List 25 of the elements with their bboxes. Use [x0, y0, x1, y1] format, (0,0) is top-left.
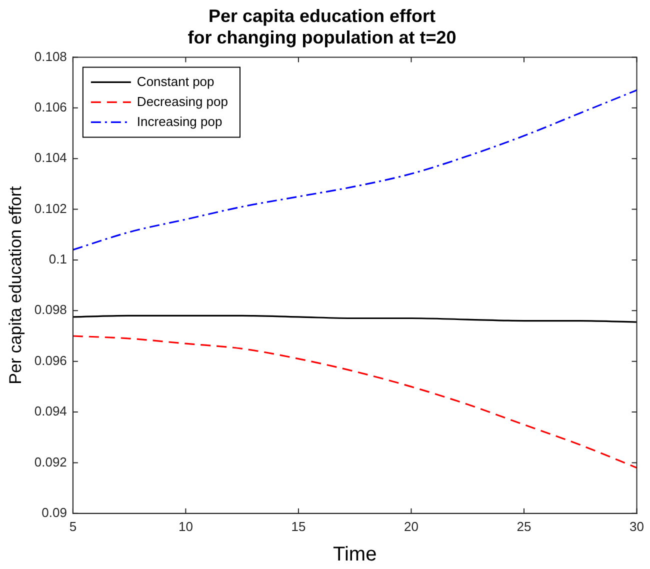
x-axis-title: Time: [333, 544, 377, 566]
legend-label: Increasing pop: [136, 114, 222, 129]
y-tick-label: 0.106: [34, 99, 67, 114]
y-tick-label: 0.104: [34, 150, 67, 166]
y-axis-title: Per capita education effort: [6, 186, 25, 384]
x-tick-label: 5: [69, 518, 77, 534]
y-tick-label: 0.09: [42, 504, 67, 520]
x-tick-label: 30: [630, 518, 644, 534]
x-tick-label: 10: [178, 518, 193, 534]
y-tick-label: 0.094: [34, 404, 67, 419]
y-tick-label: 0.108: [34, 48, 67, 64]
y-tick-label: 0.102: [34, 200, 67, 216]
chart-title: Per capita education effort for changing population at t=20: [188, 6, 456, 48]
y-tick-label: 0.098: [34, 302, 67, 318]
line-series: [72, 314, 637, 323]
y-tick-label: 0.1: [48, 252, 67, 267]
line-series: [72, 89, 637, 251]
legend-label: Decreasing pop: [136, 94, 228, 109]
y-tick-label: 0.092: [34, 454, 67, 470]
line-series: [72, 335, 637, 469]
y-tick-label: 0.096: [34, 352, 67, 368]
x-tick-label: 15: [291, 518, 306, 534]
x-tick-label: 20: [404, 518, 418, 534]
legend-label: Constant pop: [136, 74, 214, 89]
x-tick-label: 25: [516, 518, 532, 534]
